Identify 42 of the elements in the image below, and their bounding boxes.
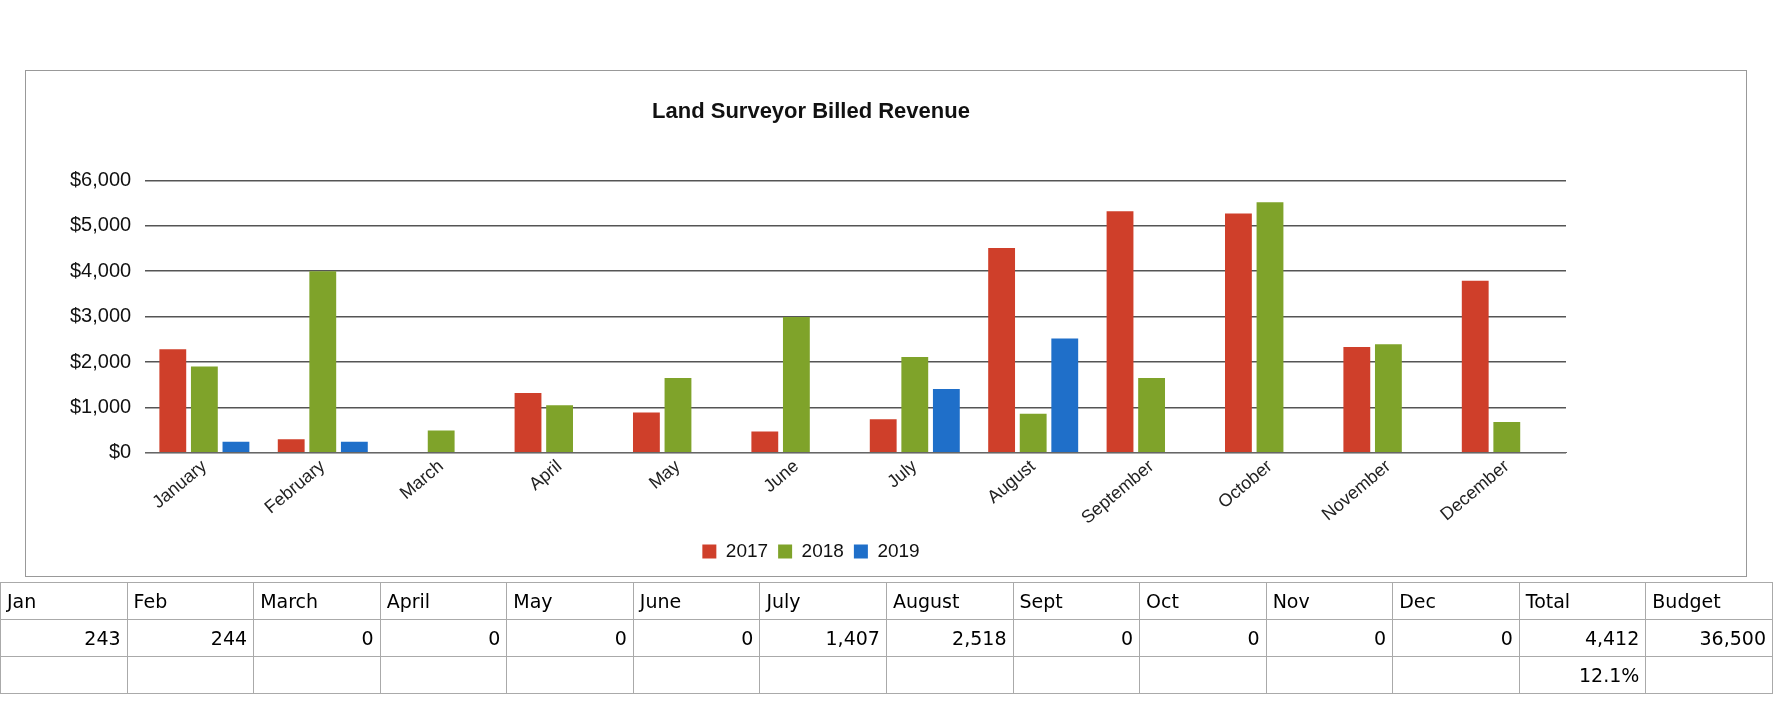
y-tick-label: $3,000 xyxy=(70,304,132,327)
y-tick-label: $1,000 xyxy=(70,394,132,417)
legend-label: 2017 xyxy=(725,539,769,561)
bar xyxy=(782,317,810,453)
bar xyxy=(664,377,692,453)
bar xyxy=(277,439,305,453)
bar xyxy=(1374,344,1402,453)
bar xyxy=(222,441,250,453)
bar xyxy=(1225,213,1252,453)
bar xyxy=(1106,211,1134,453)
bar xyxy=(159,349,187,453)
bar xyxy=(932,388,960,453)
bar xyxy=(340,441,368,453)
y-tick-label: $5,000 xyxy=(70,213,132,236)
x-tick-label: July xyxy=(883,455,921,492)
legend-label: 2019 xyxy=(877,539,920,561)
bar xyxy=(1051,338,1079,453)
x-tick-label: June xyxy=(759,455,803,497)
legend-label: 2018 xyxy=(801,539,844,561)
y-tick-label: $6,000 xyxy=(70,167,132,190)
bar xyxy=(1138,377,1166,453)
bar xyxy=(632,412,660,453)
x-tick-label: May xyxy=(644,455,684,493)
bar xyxy=(1461,280,1489,453)
bar xyxy=(546,405,573,453)
bar xyxy=(309,271,337,453)
spreadsheet-table: Jan Feb March April May June July August Sept Oct Nov Dec Total Budget 243 244 0 0 0 0 1,407 2,518 0 0 0 0 4,412 36,500 12.1% xyxy=(0,582,1773,694)
y-tick-label: $4,000 xyxy=(70,258,132,281)
bar xyxy=(751,431,779,453)
bar xyxy=(988,248,1016,453)
bar xyxy=(514,392,542,453)
bar xyxy=(1256,202,1284,453)
chart-title: Land Surveyor Billed Revenue xyxy=(652,98,970,124)
y-tick-label: $0 xyxy=(108,440,132,463)
bar xyxy=(427,430,455,453)
bar xyxy=(1493,421,1521,453)
y-tick-label: $2,000 xyxy=(70,349,132,372)
bar xyxy=(869,419,897,453)
bar xyxy=(1343,347,1371,453)
bar xyxy=(190,366,218,453)
bar xyxy=(1019,413,1047,453)
bar xyxy=(901,357,929,453)
